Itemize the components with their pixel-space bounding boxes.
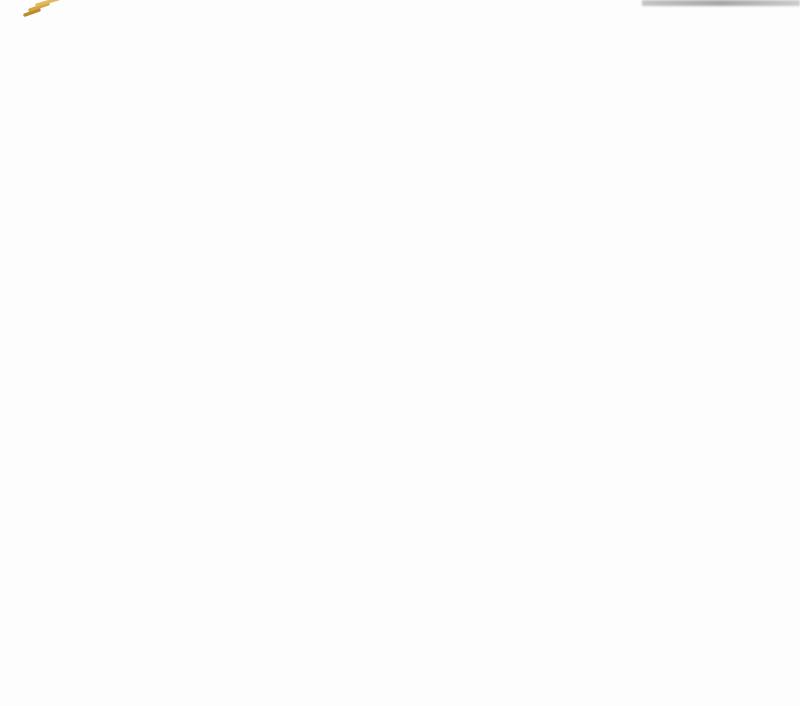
chart — [0, 84, 800, 682]
brand-logo-icon — [22, 0, 66, 23]
cropped-top-text-artifact — [642, 0, 800, 6]
